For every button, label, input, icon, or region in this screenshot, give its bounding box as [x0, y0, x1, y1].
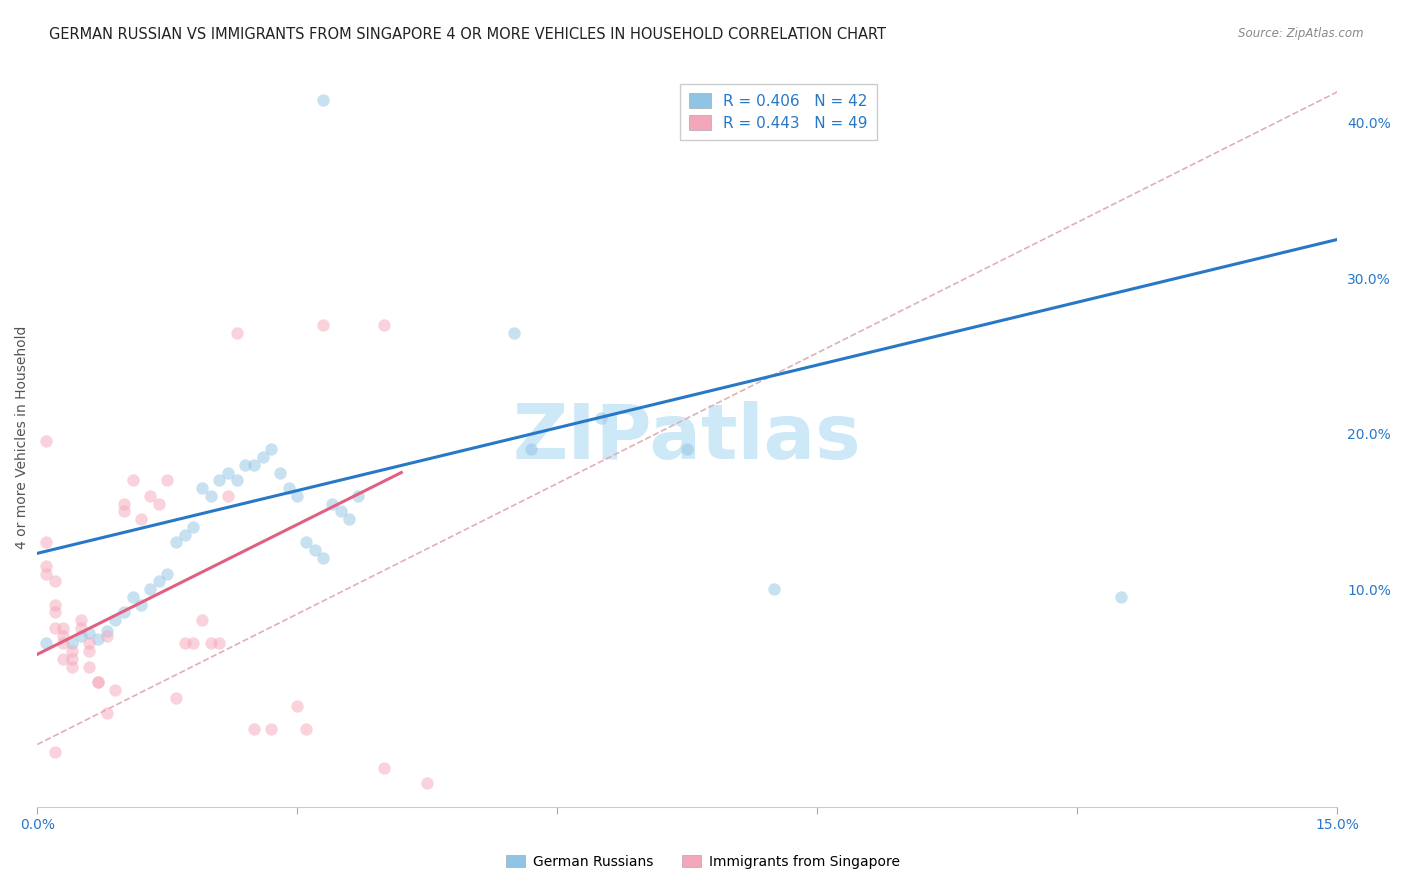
Point	[104, 683, 127, 698]
Point	[131, 598, 153, 612]
Text: ZIPatlas: ZIPatlas	[513, 401, 862, 475]
Point	[1109, 590, 1132, 604]
Point	[87, 632, 110, 646]
Point	[191, 481, 214, 495]
Point	[112, 497, 135, 511]
Point	[225, 473, 247, 487]
Point	[112, 504, 135, 518]
Point	[148, 497, 170, 511]
Point	[156, 473, 179, 487]
Point	[44, 745, 66, 759]
Point	[173, 527, 195, 541]
Point	[285, 489, 308, 503]
Point	[44, 621, 66, 635]
Point	[121, 473, 143, 487]
Point	[173, 636, 195, 650]
Point	[312, 318, 335, 332]
Point	[304, 543, 326, 558]
Point	[200, 489, 222, 503]
Point	[285, 698, 308, 713]
Text: Source: ZipAtlas.com: Source: ZipAtlas.com	[1239, 27, 1364, 40]
Point	[87, 675, 110, 690]
Point	[112, 606, 135, 620]
Point	[121, 590, 143, 604]
Point	[44, 606, 66, 620]
Y-axis label: 4 or more Vehicles in Household: 4 or more Vehicles in Household	[15, 326, 30, 549]
Point	[60, 659, 83, 673]
Point	[35, 535, 58, 549]
Point	[269, 466, 291, 480]
Point	[329, 504, 352, 518]
Point	[312, 93, 335, 107]
Point	[321, 497, 343, 511]
Point	[35, 566, 58, 581]
Point	[252, 450, 274, 464]
Legend: German Russians, Immigrants from Singapore: German Russians, Immigrants from Singapo…	[501, 849, 905, 874]
Point	[79, 659, 101, 673]
Point	[52, 636, 75, 650]
Point	[52, 652, 75, 666]
Point	[208, 473, 231, 487]
Point	[416, 776, 439, 790]
Point	[139, 582, 162, 596]
Point	[69, 629, 91, 643]
Point	[295, 722, 318, 736]
Point	[183, 636, 205, 650]
Point	[35, 434, 58, 449]
Point	[503, 326, 526, 340]
Point	[104, 613, 127, 627]
Point	[69, 621, 91, 635]
Point	[183, 520, 205, 534]
Point	[96, 706, 118, 721]
Point	[69, 613, 91, 627]
Point	[52, 621, 75, 635]
Point	[217, 489, 239, 503]
Point	[191, 613, 214, 627]
Point	[260, 722, 283, 736]
Point	[44, 598, 66, 612]
Point	[60, 644, 83, 658]
Point	[165, 690, 187, 705]
Point	[79, 636, 101, 650]
Text: GERMAN RUSSIAN VS IMMIGRANTS FROM SINGAPORE 4 OR MORE VEHICLES IN HOUSEHOLD CORR: GERMAN RUSSIAN VS IMMIGRANTS FROM SINGAP…	[49, 27, 886, 42]
Point	[44, 574, 66, 589]
Point	[520, 442, 543, 457]
Point	[208, 636, 231, 650]
Point	[87, 675, 110, 690]
Point	[79, 644, 101, 658]
Point	[277, 481, 299, 495]
Legend: R = 0.406   N = 42, R = 0.443   N = 49: R = 0.406 N = 42, R = 0.443 N = 49	[681, 84, 876, 140]
Point	[373, 318, 395, 332]
Point	[763, 582, 786, 596]
Point	[295, 535, 318, 549]
Point	[225, 326, 247, 340]
Point	[96, 629, 118, 643]
Point	[312, 551, 335, 566]
Point	[60, 652, 83, 666]
Point	[337, 512, 360, 526]
Point	[131, 512, 153, 526]
Point	[60, 636, 83, 650]
Point	[676, 442, 699, 457]
Point	[243, 722, 266, 736]
Point	[35, 558, 58, 573]
Point	[156, 566, 179, 581]
Point	[165, 535, 187, 549]
Point	[52, 629, 75, 643]
Point	[347, 489, 370, 503]
Point	[200, 636, 222, 650]
Point	[243, 458, 266, 472]
Point	[589, 411, 612, 425]
Point	[96, 624, 118, 638]
Point	[148, 574, 170, 589]
Point	[260, 442, 283, 457]
Point	[373, 761, 395, 775]
Point	[79, 625, 101, 640]
Point	[139, 489, 162, 503]
Point	[217, 466, 239, 480]
Point	[35, 636, 58, 650]
Point	[233, 458, 256, 472]
